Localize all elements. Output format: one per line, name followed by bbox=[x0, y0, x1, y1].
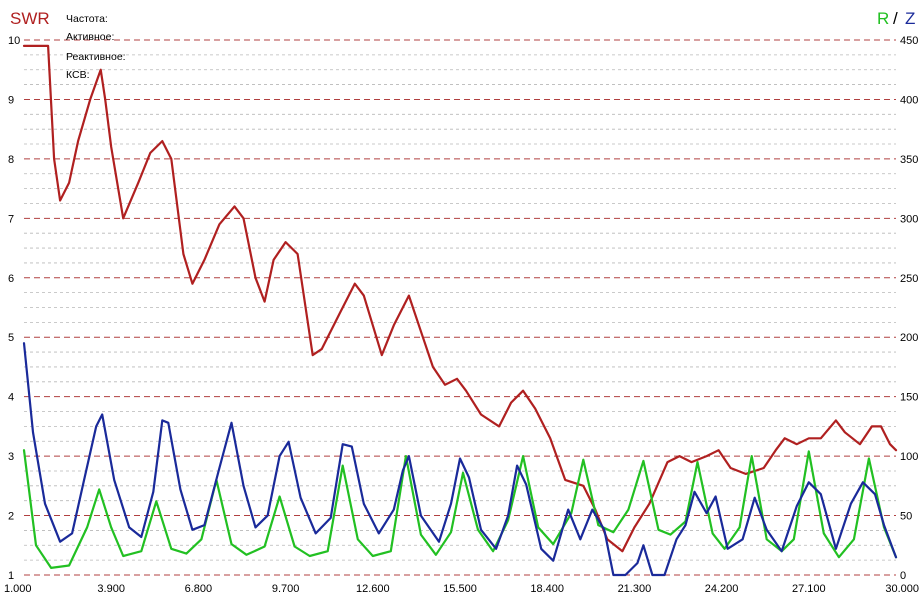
y-right-tick-label: 250 bbox=[900, 273, 918, 285]
y-right-tick-label: 50 bbox=[900, 511, 912, 523]
y-right-tick-label: 450 bbox=[900, 35, 918, 47]
readout-active: Активное: bbox=[66, 31, 114, 43]
series-line-z bbox=[22, 342, 898, 577]
x-tick-label: 6.800 bbox=[185, 583, 213, 595]
y-right-tick-label: 200 bbox=[900, 332, 918, 344]
x-tick-label: 30.000 bbox=[885, 583, 919, 595]
y-left-tick-label: 10 bbox=[8, 35, 20, 47]
y-right-tick-label: 350 bbox=[900, 154, 918, 166]
y-right-tick-label: 300 bbox=[900, 213, 918, 225]
y-right-tick-label: 100 bbox=[900, 451, 918, 463]
axis-label-slash: / bbox=[893, 9, 898, 28]
y-right-tick-label: 400 bbox=[900, 94, 918, 106]
y-left-tick-label: 8 bbox=[8, 154, 14, 166]
y-left-tick-label: 9 bbox=[8, 94, 14, 106]
x-tick-label: 1.000 bbox=[4, 583, 32, 595]
y-left-tick-label: 5 bbox=[8, 332, 14, 344]
x-tick-label: 24.200 bbox=[705, 583, 739, 595]
x-tick-label: 18.400 bbox=[530, 583, 564, 595]
y-left-tick-label: 6 bbox=[8, 273, 14, 285]
y-left-tick-label: 3 bbox=[8, 451, 14, 463]
y-left-tick-label: 7 bbox=[8, 213, 14, 225]
readout-swr: КСВ: bbox=[66, 69, 90, 81]
y-right-tick-label: 0 bbox=[900, 570, 906, 582]
r-axis-label: R bbox=[877, 9, 889, 28]
series-line-r bbox=[22, 449, 898, 570]
x-tick-label: 27.100 bbox=[792, 583, 826, 595]
x-tick-label: 21.300 bbox=[618, 583, 652, 595]
series-layer bbox=[22, 44, 898, 577]
x-tick-label: 3.900 bbox=[97, 583, 125, 595]
swr-axis-label: SWR bbox=[10, 9, 50, 28]
z-axis-label: Z bbox=[905, 9, 915, 28]
y-left-tick-label: 1 bbox=[8, 570, 14, 582]
x-tick-label: 9.700 bbox=[272, 583, 300, 595]
series-line-swr bbox=[22, 44, 898, 553]
y-left-tick-label: 2 bbox=[8, 511, 14, 523]
x-tick-label: 15.500 bbox=[443, 583, 477, 595]
tick-labels: 123456789100501001502002503003504004501.… bbox=[4, 35, 919, 595]
grid bbox=[24, 39, 896, 576]
readout-freq: Частота: bbox=[66, 13, 108, 25]
readout-reactive: Реактивное: bbox=[66, 51, 126, 63]
x-tick-label: 12.600 bbox=[356, 583, 390, 595]
y-right-tick-label: 150 bbox=[900, 392, 918, 404]
y-left-tick-label: 4 bbox=[8, 392, 14, 404]
